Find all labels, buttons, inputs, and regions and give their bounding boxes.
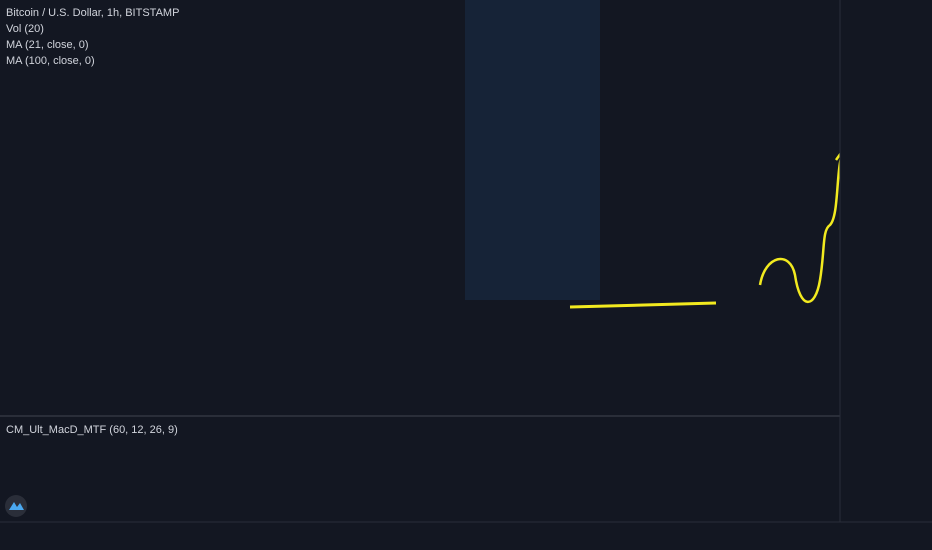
highlight-range [465, 0, 600, 300]
legend-entry: MA (21, close, 0) [6, 39, 89, 51]
legend-entry: CM_Ult_MacD_MTF (60, 12, 26, 9) [6, 424, 178, 436]
chart-title: Bitcoin / U.S. Dollar, 1h, BITSTAMP [6, 7, 179, 19]
logo-icon [9, 502, 24, 510]
legend-entry: Vol (20) [6, 23, 44, 35]
support-underline [569, 301, 717, 309]
price-axis [840, 0, 932, 550]
legend-entry: MA (100, close, 0) [6, 55, 95, 67]
